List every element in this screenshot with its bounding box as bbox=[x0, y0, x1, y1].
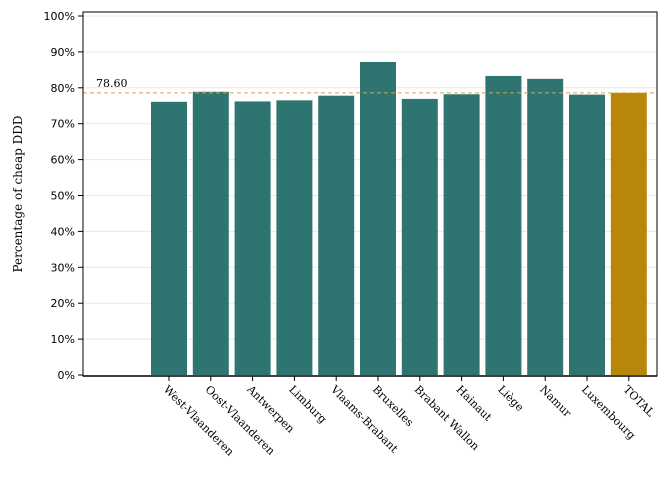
axes-group bbox=[78, 11, 658, 381]
y-tick-label: 100% bbox=[44, 10, 75, 23]
bar bbox=[443, 94, 480, 376]
y-tick-label: 60% bbox=[51, 154, 75, 167]
reference-line-group: 78.60 bbox=[83, 77, 657, 94]
bar bbox=[192, 91, 229, 376]
y-tick-label: 40% bbox=[51, 225, 75, 238]
y-tick-label: 90% bbox=[51, 46, 75, 59]
y-tick-label: 20% bbox=[51, 297, 75, 310]
bar-total bbox=[610, 92, 647, 376]
bar bbox=[234, 101, 271, 375]
y-tick-label: 0% bbox=[58, 369, 75, 382]
bar bbox=[276, 100, 313, 376]
bar bbox=[527, 78, 564, 375]
y-tick-label: 50% bbox=[51, 190, 75, 203]
y-tick-labels: 0% 10% 20% 30% 40% 50% 60% 70% 80% 90% 100% bbox=[44, 10, 75, 382]
reference-line-label: 78.60 bbox=[96, 77, 128, 90]
bars-group bbox=[151, 61, 647, 376]
y-tick-label: 30% bbox=[51, 261, 75, 274]
bar bbox=[360, 61, 396, 376]
y-axis-label: Percentage of cheap DDD bbox=[11, 115, 25, 272]
bar bbox=[318, 95, 355, 375]
bar bbox=[401, 98, 438, 375]
y-tick-label: 10% bbox=[51, 333, 75, 346]
bar bbox=[569, 94, 605, 375]
y-tick-label: 70% bbox=[51, 118, 75, 131]
bar bbox=[485, 75, 522, 375]
bar bbox=[151, 101, 187, 376]
y-tick-label: 80% bbox=[51, 82, 75, 95]
